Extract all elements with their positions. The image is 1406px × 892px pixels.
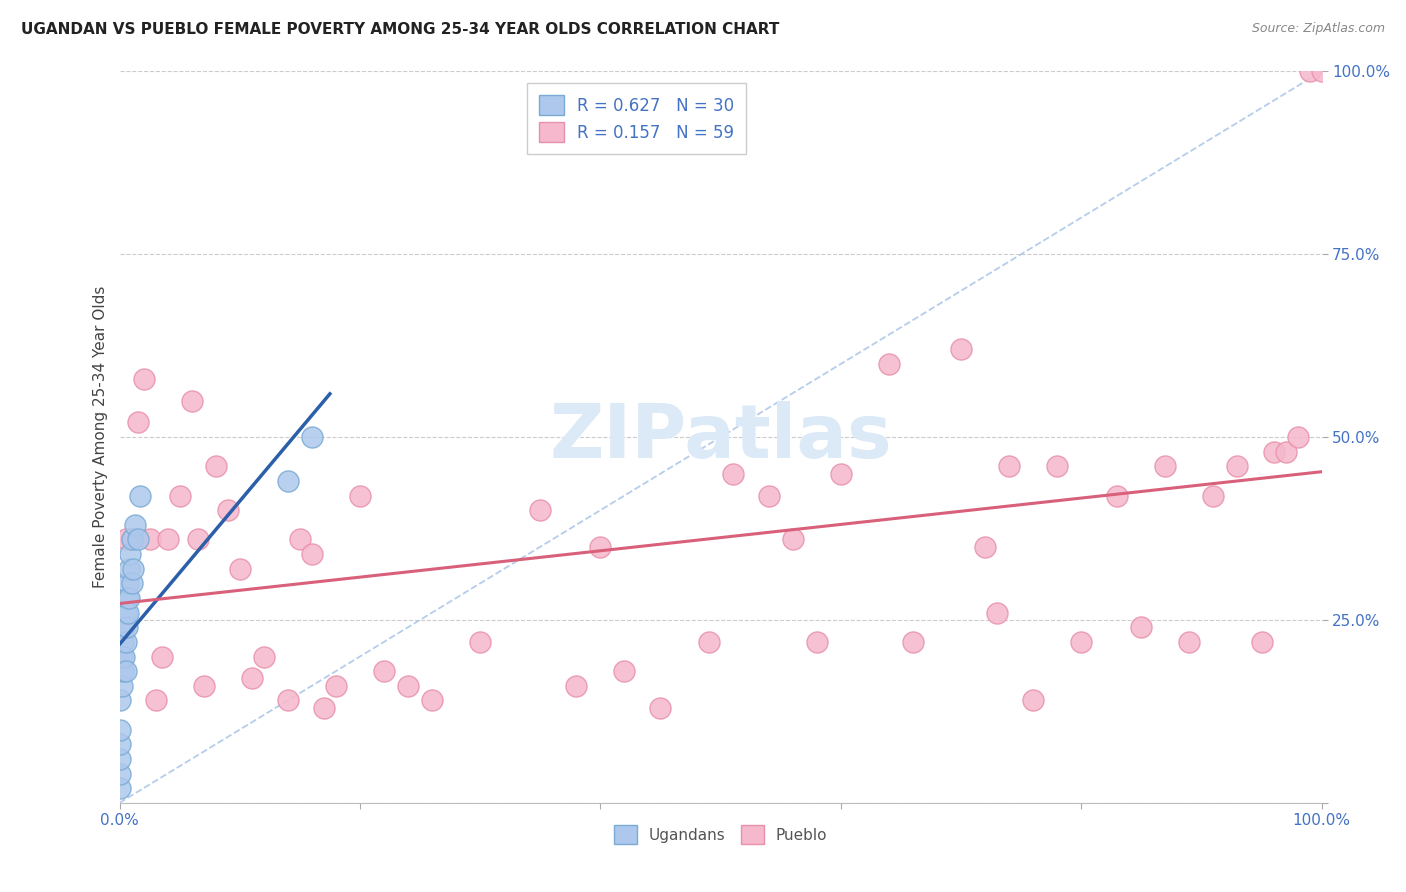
Point bbox=[108, 752, 131, 766]
Point bbox=[112, 649, 135, 664]
Point bbox=[613, 664, 636, 678]
Point bbox=[169, 489, 191, 503]
Point bbox=[132, 371, 155, 385]
Point bbox=[228, 562, 252, 576]
Point bbox=[217, 503, 239, 517]
Point bbox=[120, 547, 142, 561]
Y-axis label: Female Poverty Among 25-34 Year Olds: Female Poverty Among 25-34 Year Olds bbox=[93, 286, 108, 588]
Text: ZIPatlas: ZIPatlas bbox=[550, 401, 891, 474]
Point bbox=[877, 357, 900, 371]
Point bbox=[193, 679, 215, 693]
Point bbox=[114, 664, 136, 678]
Point bbox=[108, 781, 131, 796]
Point bbox=[986, 606, 1008, 620]
Point bbox=[721, 467, 744, 481]
Point bbox=[420, 693, 443, 707]
Point bbox=[1298, 64, 1320, 78]
Point bbox=[1310, 64, 1333, 78]
Point bbox=[396, 679, 419, 693]
Point bbox=[108, 766, 131, 780]
Point bbox=[277, 693, 299, 707]
Point bbox=[150, 649, 173, 664]
Point bbox=[156, 533, 179, 547]
Point bbox=[240, 672, 263, 686]
Point bbox=[180, 393, 202, 408]
Point bbox=[1107, 489, 1129, 503]
Point bbox=[204, 459, 226, 474]
Point bbox=[114, 533, 136, 547]
Point bbox=[112, 664, 135, 678]
Point bbox=[187, 533, 209, 547]
Point bbox=[373, 664, 395, 678]
Point bbox=[114, 606, 136, 620]
Point bbox=[1070, 635, 1092, 649]
Point bbox=[468, 635, 492, 649]
Point bbox=[1046, 459, 1069, 474]
Point bbox=[998, 459, 1021, 474]
Point bbox=[111, 649, 134, 664]
Point bbox=[830, 467, 852, 481]
Point bbox=[1022, 693, 1045, 707]
Point bbox=[117, 576, 139, 591]
Point bbox=[1286, 430, 1309, 444]
Point bbox=[974, 540, 997, 554]
Point bbox=[127, 416, 149, 430]
Point bbox=[121, 533, 143, 547]
Point bbox=[108, 723, 131, 737]
Point bbox=[112, 620, 135, 634]
Point bbox=[112, 635, 135, 649]
Point bbox=[325, 679, 347, 693]
Point bbox=[589, 540, 612, 554]
Point bbox=[277, 474, 299, 488]
Point bbox=[301, 430, 323, 444]
Point bbox=[806, 635, 828, 649]
Point bbox=[118, 591, 141, 605]
Point bbox=[121, 562, 143, 576]
Point bbox=[1226, 459, 1249, 474]
Point bbox=[901, 635, 924, 649]
Point bbox=[1250, 635, 1272, 649]
Point bbox=[650, 700, 672, 714]
Point bbox=[288, 533, 311, 547]
Point bbox=[782, 533, 804, 547]
Point bbox=[949, 343, 972, 357]
Point bbox=[111, 679, 134, 693]
Point bbox=[114, 635, 136, 649]
Point bbox=[565, 679, 588, 693]
Point bbox=[121, 576, 143, 591]
Point bbox=[349, 489, 371, 503]
Point bbox=[118, 562, 141, 576]
Point bbox=[124, 517, 146, 532]
Point bbox=[145, 693, 167, 707]
Point bbox=[121, 533, 143, 547]
Point bbox=[301, 547, 323, 561]
Point bbox=[1274, 444, 1296, 458]
Point bbox=[115, 591, 138, 605]
Point bbox=[115, 620, 138, 634]
Point bbox=[1202, 489, 1225, 503]
Point bbox=[127, 533, 149, 547]
Text: UGANDAN VS PUEBLO FEMALE POVERTY AMONG 25-34 YEAR OLDS CORRELATION CHART: UGANDAN VS PUEBLO FEMALE POVERTY AMONG 2… bbox=[21, 22, 779, 37]
Legend: Ugandans, Pueblo: Ugandans, Pueblo bbox=[607, 819, 834, 850]
Point bbox=[129, 489, 152, 503]
Point bbox=[108, 693, 131, 707]
Text: Source: ZipAtlas.com: Source: ZipAtlas.com bbox=[1251, 22, 1385, 36]
Point bbox=[108, 737, 131, 751]
Point bbox=[529, 503, 551, 517]
Point bbox=[312, 700, 335, 714]
Point bbox=[1130, 620, 1153, 634]
Point bbox=[253, 649, 276, 664]
Point bbox=[1178, 635, 1201, 649]
Point bbox=[1263, 444, 1285, 458]
Point bbox=[758, 489, 780, 503]
Point bbox=[1154, 459, 1177, 474]
Point bbox=[117, 606, 139, 620]
Point bbox=[697, 635, 720, 649]
Point bbox=[138, 533, 160, 547]
